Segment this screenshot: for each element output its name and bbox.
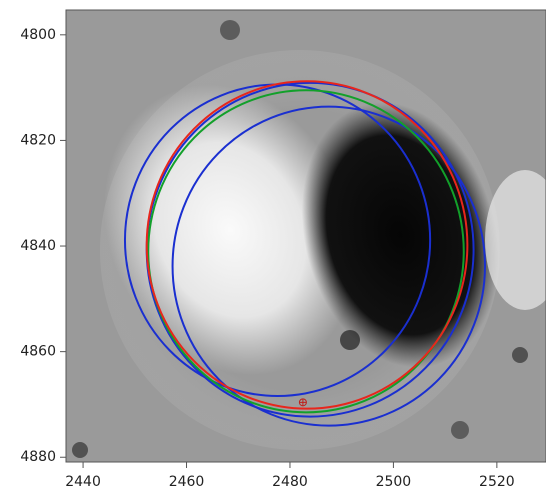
x-tick-label: 2460 [169,474,205,490]
chart: 2440 2460 2480 2500 2520 4800 4820 4840 4860 4880 [0,0,546,495]
x-tick-label: 2520 [479,474,515,490]
y-tick-label: 4880 [20,449,56,465]
y-tick-label: 4820 [20,132,56,148]
y-tick-label: 4800 [20,27,56,43]
x-tick-label: 2480 [272,474,308,490]
y-tick-label: 4860 [20,344,56,360]
x-tick-label: 2500 [376,474,412,490]
y-tick-label: 4840 [20,238,56,254]
x-tick-label: 2440 [65,474,101,490]
